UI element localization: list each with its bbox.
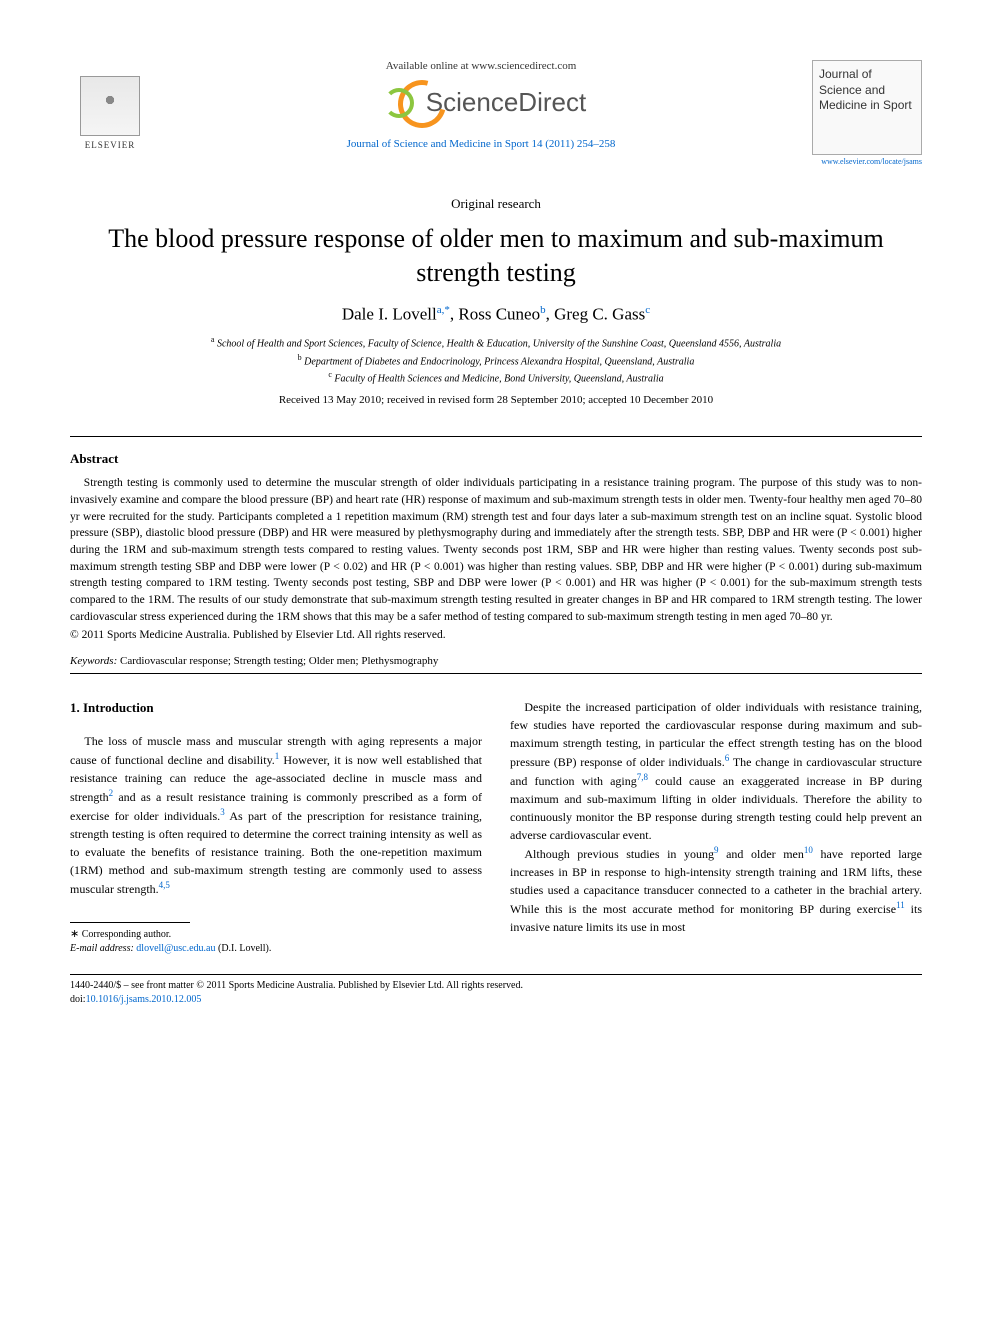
column-right: Despite the increased participation of o…: [510, 698, 922, 956]
available-online-text: Available online at www.sciencedirect.co…: [170, 60, 792, 72]
aff-a-text: School of Health and Sport Sciences, Fac…: [214, 339, 781, 350]
intro-para-1: The loss of muscle mass and muscular str…: [70, 732, 482, 898]
section-1-heading: 1. Introduction: [70, 698, 482, 718]
email-line: E-mail address: dlovell@usc.edu.au (D.I.…: [70, 942, 482, 956]
keywords-line: Keywords: Cardiovascular response; Stren…: [70, 655, 922, 667]
doi-line: doi:10.1016/j.jsams.2010.12.005: [70, 993, 922, 1007]
journal-cover-block: Journal of Science and Medicine in Sport…: [812, 60, 922, 166]
author-3-aff[interactable]: c: [645, 304, 650, 316]
aff-b-text: Department of Diabetes and Endocrinology…: [302, 356, 695, 367]
ref-11-link[interactable]: 11: [896, 900, 905, 910]
abstract-heading: Abstract: [70, 451, 922, 467]
doi-label: doi:: [70, 994, 86, 1005]
center-header: Available online at www.sciencedirect.co…: [150, 60, 812, 150]
star-icon: ∗: [70, 928, 79, 940]
keywords-label: Keywords:: [70, 655, 117, 667]
email-link[interactable]: dlovell@usc.edu.au: [136, 943, 215, 954]
sciencedirect-swoosh-icon: [376, 80, 420, 124]
footer-rule: [70, 974, 922, 975]
affiliation-a: a School of Health and Sport Sciences, F…: [70, 334, 922, 351]
doi-link[interactable]: 10.1016/j.jsams.2010.12.005: [86, 994, 202, 1005]
abstract-copyright: © 2011 Sports Medicine Australia. Publis…: [70, 629, 922, 641]
article-dates: Received 13 May 2010; received in revise…: [70, 394, 922, 406]
affiliation-b: b Department of Diabetes and Endocrinolo…: [70, 352, 922, 369]
abstract-top-rule: [70, 436, 922, 437]
page-header: ELSEVIER Available online at www.science…: [70, 60, 922, 166]
citation-link[interactable]: Journal of Science and Medicine in Sport…: [170, 138, 792, 150]
journal-url-link[interactable]: www.elsevier.com/locate/jsams: [812, 157, 922, 166]
abstract-text: Strength testing is commonly used to det…: [70, 475, 922, 625]
corresponding-author-note: ∗ Corresponding author.: [70, 927, 482, 942]
issn-copyright-line: 1440-2440/$ – see front matter © 2011 Sp…: [70, 979, 922, 993]
author-1: Dale I. Lovell: [342, 304, 437, 323]
keywords-text: Cardiovascular response; Strength testin…: [117, 655, 438, 667]
corresponding-text: Corresponding author.: [82, 929, 171, 940]
footer-info: 1440-2440/$ – see front matter © 2011 Sp…: [70, 979, 922, 1007]
abstract-bottom-rule: [70, 673, 922, 674]
elsevier-logo: ELSEVIER: [70, 60, 150, 150]
elsevier-label: ELSEVIER: [85, 140, 136, 150]
authors-line: Dale I. Lovella,*, Ross Cuneob, Greg C. …: [70, 304, 922, 325]
p3-run-a: Although previous studies in young: [524, 847, 714, 861]
article-type: Original research: [70, 196, 922, 212]
sciencedirect-text: ScienceDirect: [426, 87, 586, 118]
ref-7-8-link[interactable]: 7,8: [637, 772, 648, 782]
author-2: , Ross Cuneo: [450, 304, 540, 323]
email-name: (D.I. Lovell).: [216, 943, 272, 954]
journal-cover: Journal of Science and Medicine in Sport: [812, 60, 922, 155]
article-title: The blood pressure response of older men…: [70, 222, 922, 290]
email-label: E-mail address:: [70, 943, 134, 954]
p3-run-b: and older men: [719, 847, 804, 861]
author-3: , Greg C. Gass: [546, 304, 646, 323]
body-columns: 1. Introduction The loss of muscle mass …: [70, 698, 922, 956]
affiliations: a School of Health and Sport Sciences, F…: [70, 334, 922, 386]
column-left: 1. Introduction The loss of muscle mass …: [70, 698, 482, 956]
footnote-rule: [70, 922, 190, 923]
intro-para-2: Despite the increased participation of o…: [510, 698, 922, 844]
ref-4-5-link[interactable]: 4,5: [159, 880, 170, 890]
elsevier-tree-icon: [80, 76, 140, 136]
aff-c-text: Faculty of Health Sciences and Medicine,…: [332, 373, 664, 384]
footnote-block: ∗ Corresponding author. E-mail address: …: [70, 927, 482, 956]
sciencedirect-logo: ScienceDirect: [170, 80, 792, 124]
intro-para-3: Although previous studies in young9 and …: [510, 844, 922, 936]
affiliation-c: c Faculty of Health Sciences and Medicin…: [70, 369, 922, 386]
ref-10-link[interactable]: 10: [804, 845, 813, 855]
